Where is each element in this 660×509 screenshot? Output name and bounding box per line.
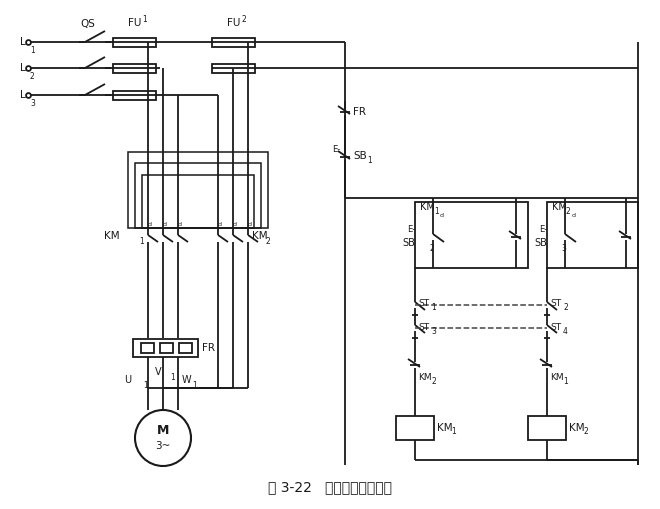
Text: d: d — [233, 221, 237, 227]
Text: 2: 2 — [30, 72, 35, 81]
Text: 1: 1 — [431, 303, 436, 313]
Text: E-: E- — [332, 145, 340, 154]
Text: 2: 2 — [583, 428, 588, 437]
Text: 2: 2 — [242, 15, 246, 24]
Text: FU: FU — [128, 18, 141, 28]
Text: 2: 2 — [431, 377, 436, 385]
Text: 1: 1 — [139, 237, 144, 245]
Text: KM: KM — [569, 423, 585, 433]
Text: KM: KM — [252, 231, 267, 241]
Bar — [160, 343, 173, 353]
Text: E-: E- — [407, 224, 415, 234]
Text: ST: ST — [418, 323, 429, 331]
Text: 1: 1 — [30, 46, 35, 55]
Text: 1: 1 — [143, 381, 148, 389]
Text: M: M — [157, 425, 169, 438]
Bar — [135, 163, 261, 228]
Text: 1: 1 — [434, 207, 439, 215]
Text: d: d — [440, 212, 444, 217]
Text: 1: 1 — [192, 381, 197, 389]
Text: ST: ST — [418, 299, 429, 308]
Text: W: W — [182, 375, 191, 385]
Bar — [128, 152, 268, 228]
Text: 2: 2 — [266, 237, 271, 245]
Bar — [212, 64, 255, 72]
Text: E-: E- — [539, 224, 547, 234]
Bar — [528, 416, 566, 440]
Text: 2: 2 — [566, 207, 571, 215]
Text: d: d — [163, 221, 167, 227]
Text: d: d — [148, 221, 152, 227]
Bar — [415, 202, 528, 268]
Text: KM: KM — [552, 202, 567, 212]
Text: 4: 4 — [563, 326, 568, 335]
Text: SB: SB — [534, 238, 547, 248]
Text: d: d — [218, 221, 222, 227]
Text: KM: KM — [420, 202, 435, 212]
Text: 2: 2 — [563, 303, 568, 313]
Bar — [113, 64, 156, 72]
Text: U: U — [124, 375, 131, 385]
Text: 1: 1 — [170, 373, 175, 382]
Bar — [133, 339, 198, 357]
Text: L: L — [20, 37, 26, 47]
Text: KM: KM — [437, 423, 453, 433]
Text: 图 3-22   自动往返控制电路: 图 3-22 自动往返控制电路 — [268, 480, 392, 494]
Text: 1: 1 — [451, 428, 456, 437]
Text: 3: 3 — [431, 326, 436, 335]
Bar — [141, 343, 154, 353]
Bar — [212, 38, 255, 46]
Text: KM: KM — [418, 373, 432, 382]
Bar — [179, 343, 192, 353]
Text: FR: FR — [202, 343, 215, 353]
Text: KM: KM — [104, 231, 120, 241]
Text: 2: 2 — [429, 243, 434, 252]
Text: 3: 3 — [561, 243, 566, 252]
Bar — [396, 416, 434, 440]
Bar — [113, 91, 156, 99]
Text: L: L — [20, 90, 26, 100]
Text: d: d — [248, 221, 252, 227]
Text: SB: SB — [402, 238, 415, 248]
Text: 3~: 3~ — [155, 441, 171, 451]
Bar — [113, 38, 156, 46]
Text: KM: KM — [550, 373, 564, 382]
Text: d: d — [178, 221, 182, 227]
Text: ST: ST — [550, 299, 561, 308]
Text: 1: 1 — [563, 377, 568, 385]
Text: FU: FU — [227, 18, 240, 28]
Text: SB: SB — [353, 151, 367, 161]
Text: 1: 1 — [143, 15, 147, 24]
Text: FR: FR — [353, 107, 366, 117]
Text: V: V — [155, 367, 162, 377]
Text: ST: ST — [550, 323, 561, 331]
Text: L: L — [20, 63, 26, 73]
Bar — [142, 175, 254, 228]
Bar — [547, 202, 638, 268]
Text: 3: 3 — [30, 99, 35, 108]
Text: 1: 1 — [367, 156, 372, 164]
Text: QS: QS — [81, 19, 96, 29]
Text: d: d — [572, 212, 576, 217]
